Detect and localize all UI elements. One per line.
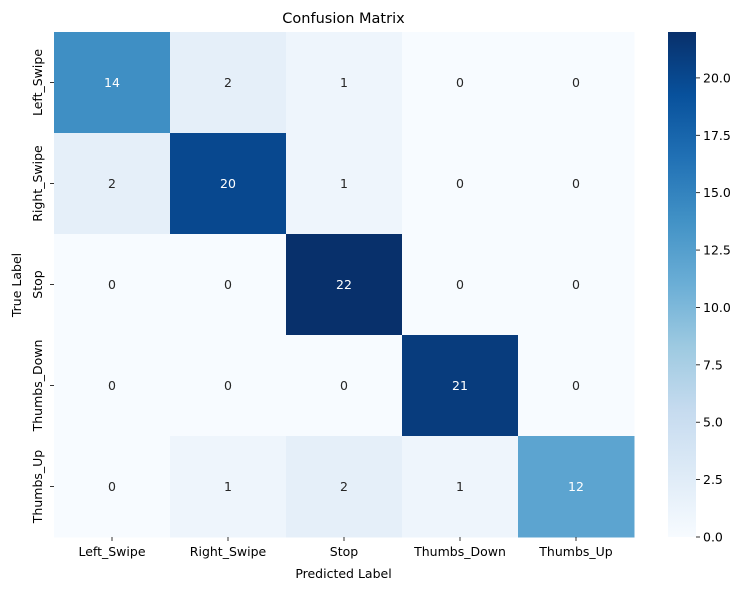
heatmap-cell bbox=[286, 335, 403, 437]
y-tick-label: Thumbs_Down bbox=[30, 340, 45, 433]
cell-value-label: 1 bbox=[340, 176, 348, 191]
heatmap-cell bbox=[402, 436, 519, 538]
colorbar-tick-label: 7.5 bbox=[703, 357, 723, 372]
y-tick-label: Thumbs_Up bbox=[30, 450, 45, 525]
cell-value-label: 1 bbox=[224, 479, 232, 494]
colorbar-tick-label: 2.5 bbox=[703, 472, 723, 487]
heatmap-cell bbox=[518, 234, 635, 336]
cell-value-label: 0 bbox=[572, 176, 580, 191]
heatmap-cell bbox=[518, 133, 635, 235]
y-tick-label: Stop bbox=[30, 270, 45, 298]
cell-value-label: 0 bbox=[572, 277, 580, 292]
heatmap-cell bbox=[286, 234, 403, 336]
x-axis-ticks: Left_Swipe Right_Swipe Stop Thumbs_Down Thum… bbox=[78, 537, 613, 559]
x-tick-label: Thumbs_Up bbox=[538, 544, 613, 559]
heatmap-cell bbox=[286, 133, 403, 235]
x-axis-label: Predicted Label bbox=[295, 566, 391, 581]
colorbar-tick-label: 15.0 bbox=[703, 185, 731, 200]
cell-value-label: 21 bbox=[452, 378, 468, 393]
heatmap-cell bbox=[518, 32, 635, 134]
cell-value-label: 1 bbox=[456, 479, 464, 494]
cell-value-label: 0 bbox=[456, 75, 464, 90]
heatmap-cell bbox=[402, 234, 519, 336]
heatmap-cell bbox=[286, 436, 403, 538]
x-tick-label: Right_Swipe bbox=[190, 544, 267, 559]
colorbar bbox=[668, 32, 696, 537]
x-tick-label: Left_Swipe bbox=[78, 544, 145, 559]
cell-value-label: 2 bbox=[224, 75, 232, 90]
x-tick-label: Stop bbox=[330, 544, 358, 559]
cell-value-label: 2 bbox=[108, 176, 116, 191]
cell-value-label: 0 bbox=[224, 378, 232, 393]
cell-value-labels: 14 2 1 0 02 20 1 0 00 0 22 0 00 0 0 21 00 1 2 1 12 bbox=[104, 75, 584, 494]
colorbar-tick-label: 5.0 bbox=[703, 415, 723, 430]
heatmap-cell bbox=[402, 133, 519, 235]
y-tick-label: Left_Swipe bbox=[30, 49, 45, 116]
heatmap-cell bbox=[54, 133, 171, 235]
cell-value-label: 12 bbox=[568, 479, 584, 494]
heatmap-cell bbox=[170, 436, 287, 538]
colorbar-ticks: 0.0 2.5 5.0 7.5 10.0 12.5 15.0 17.5 20.0 bbox=[696, 70, 731, 545]
cell-value-label: 1 bbox=[340, 75, 348, 90]
heatmap-cell bbox=[518, 436, 635, 538]
cell-value-label: 22 bbox=[336, 277, 352, 292]
heatmap-cell bbox=[170, 133, 287, 235]
colorbar-tick-label: 17.5 bbox=[703, 128, 731, 143]
cell-value-label: 0 bbox=[108, 378, 116, 393]
heatmap-cell bbox=[286, 32, 403, 134]
cell-value-label: 2 bbox=[340, 479, 348, 494]
heatmap-cell bbox=[54, 335, 171, 437]
x-tick-label: Thumbs_Down bbox=[413, 544, 506, 559]
cell-value-label: 0 bbox=[108, 479, 116, 494]
heatmap-cell bbox=[170, 234, 287, 336]
y-axis-ticks: Left_Swipe Right_Swipe Stop Thumbs_Down Thum… bbox=[30, 49, 54, 525]
colorbar-tick-label: 10.0 bbox=[703, 300, 731, 315]
y-axis-label: True Label bbox=[9, 253, 24, 318]
cell-value-label: 0 bbox=[224, 277, 232, 292]
colorbar-tick-label: 20.0 bbox=[703, 70, 731, 85]
cell-value-label: 20 bbox=[220, 176, 236, 191]
heatmap-cell bbox=[170, 32, 287, 134]
cell-value-label: 0 bbox=[108, 277, 116, 292]
colorbar-tick-label: 0.0 bbox=[703, 530, 723, 545]
cell-value-label: 14 bbox=[104, 75, 120, 90]
heatmap-cell bbox=[54, 436, 171, 538]
heatmap-cell bbox=[402, 335, 519, 437]
heatmap-cell bbox=[402, 32, 519, 134]
heatmap-cell bbox=[54, 32, 171, 134]
cell-value-label: 0 bbox=[456, 277, 464, 292]
y-tick-label: Right_Swipe bbox=[30, 145, 45, 222]
cell-value-label: 0 bbox=[572, 378, 580, 393]
colorbar-tick-label: 12.5 bbox=[703, 243, 731, 258]
heatmap-grid bbox=[54, 32, 635, 538]
cell-value-label: 0 bbox=[456, 176, 464, 191]
cell-value-label: 0 bbox=[572, 75, 580, 90]
heatmap-cell bbox=[170, 335, 287, 437]
chart-title: Confusion Matrix bbox=[282, 11, 405, 27]
cell-value-label: 0 bbox=[340, 378, 348, 393]
heatmap-cell bbox=[518, 335, 635, 437]
heatmap-cell bbox=[54, 234, 171, 336]
